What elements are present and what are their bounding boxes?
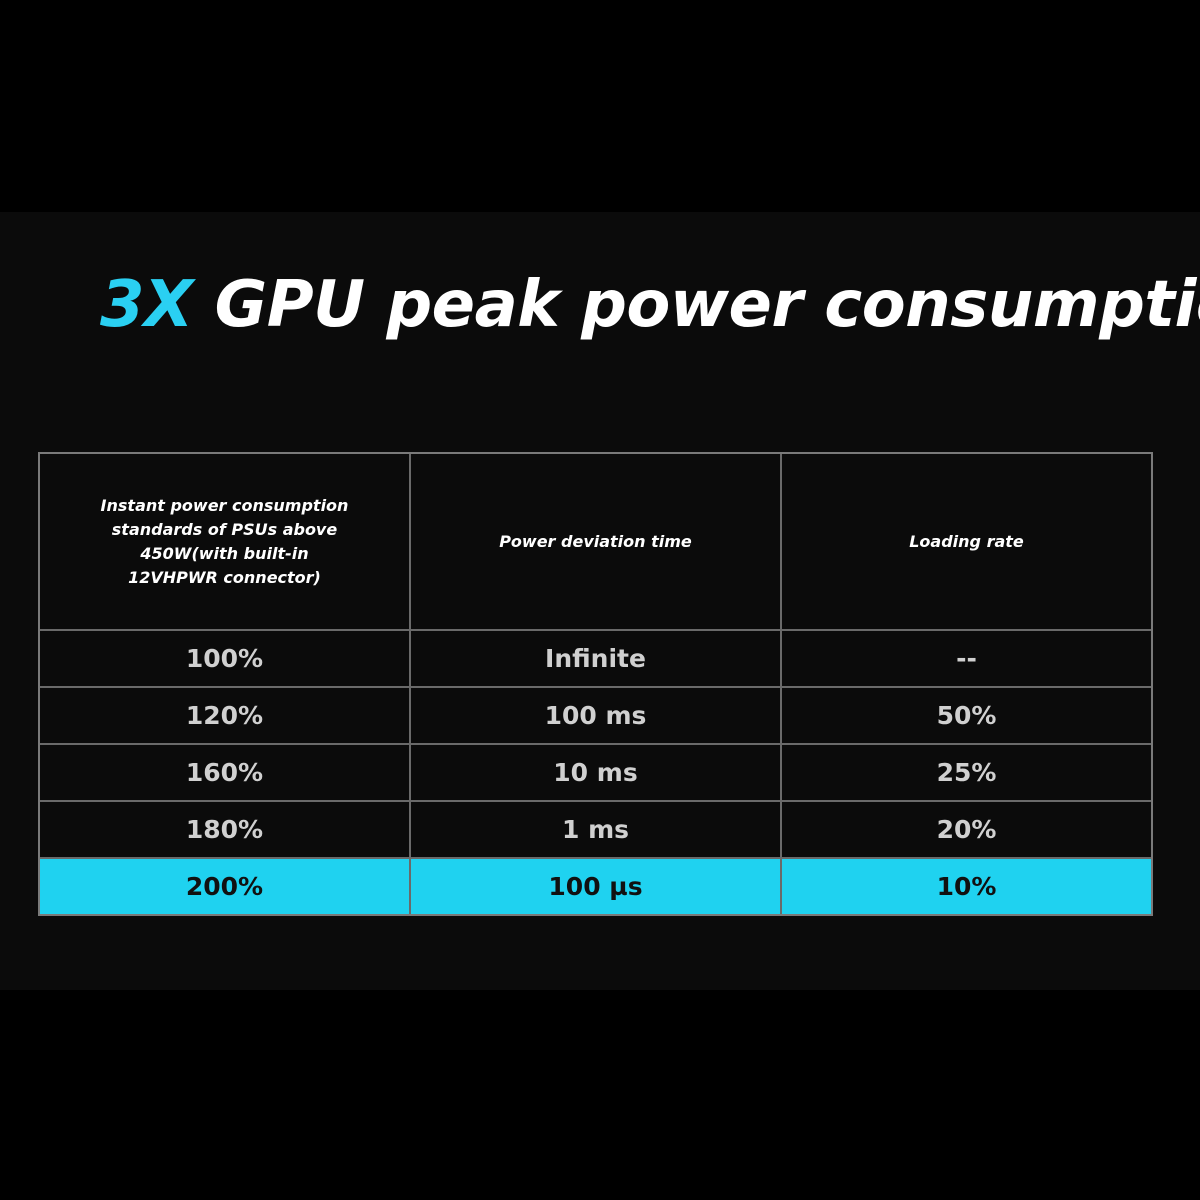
table-cell: 1 ms [409,802,780,857]
table-cell: 25% [780,745,1151,800]
table-cell: 100% [185,644,264,673]
header-cell: Loading rate [780,454,1151,629]
table-cell: 100 ms [409,688,780,743]
table-cell: -- [780,631,1151,686]
table-row: 120% 100 ms 50% [40,686,1151,743]
table-cell: 100 µs [409,859,780,914]
title-text: GPU peak power consumption [214,268,1200,342]
header-row: Instant power consumption standards of P… [40,454,1151,629]
table-cell: 160% [185,758,264,787]
table-cell: 10 ms [409,745,780,800]
table-cell: 120% [185,701,264,730]
table-row: 100% Infinite -- [40,629,1151,686]
table-row: 180% 1 ms 20% [40,800,1151,857]
header-cell: Instant power consumption standards of P… [100,495,349,587]
header-cell: Power deviation time [409,454,780,629]
table-cell: 20% [780,802,1151,857]
table: Instant power consumption standards of P… [38,452,1153,916]
table-cell: 200% [185,872,264,901]
table-cell: 180% [185,815,264,844]
title-accent: 3X [100,268,193,342]
table-cell: Infinite [409,631,780,686]
table-cell: 50% [780,688,1151,743]
table-row: 160% 10 ms 25% [40,743,1151,800]
table-cell: 10% [780,859,1151,914]
title: 3X GPU peak power consumption [100,268,1200,342]
highlighted-row: 200% 100 µs 10% [40,857,1151,914]
